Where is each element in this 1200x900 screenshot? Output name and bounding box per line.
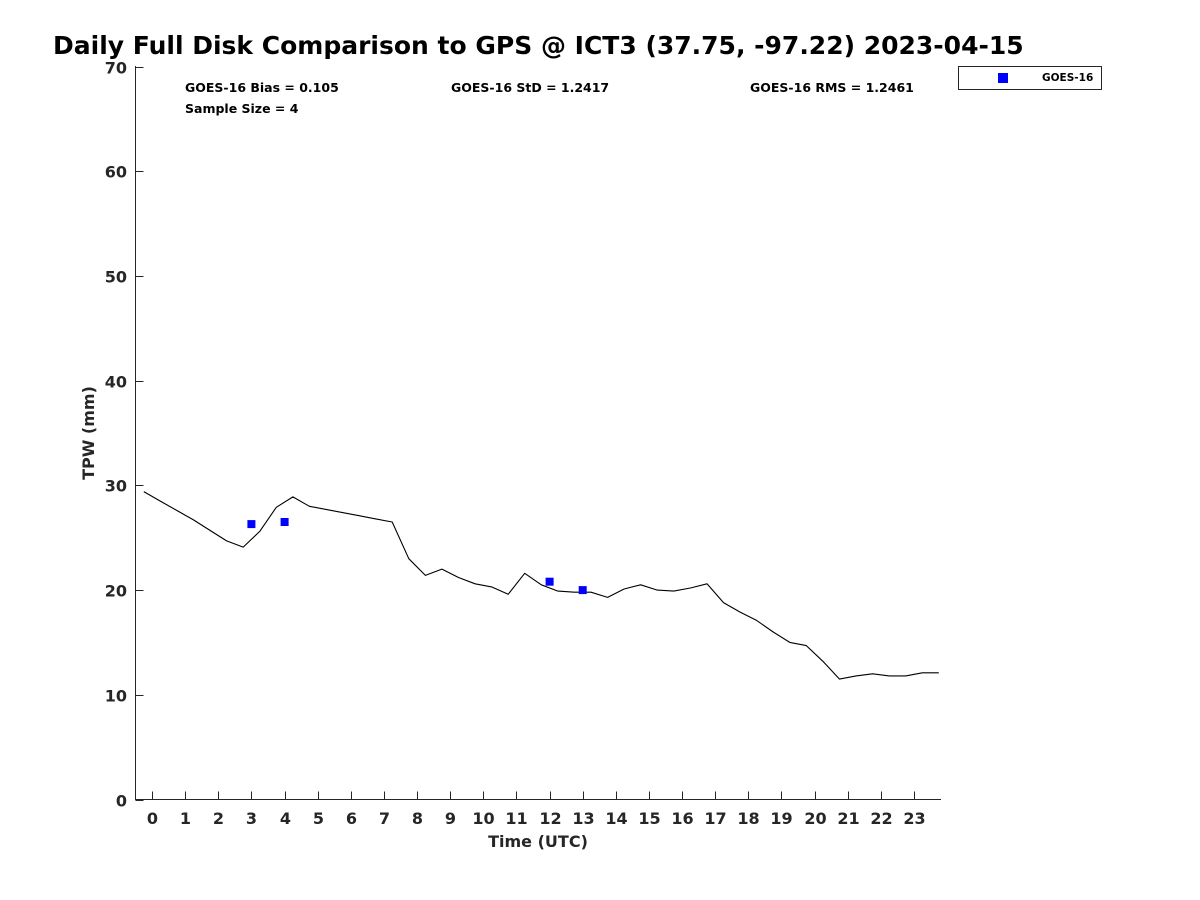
- goes16-point: [545, 577, 554, 586]
- plot-area: [135, 66, 941, 800]
- x-tick-label: 22: [870, 809, 892, 828]
- x-tick-label: 16: [671, 809, 693, 828]
- x-tick-label: 8: [412, 809, 423, 828]
- bias-stat: GOES-16 Bias = 0.105: [185, 80, 339, 95]
- goes16-point: [578, 586, 587, 595]
- chart-title: Daily Full Disk Comparison to GPS @ ICT3…: [53, 31, 1024, 60]
- legend-box: [958, 66, 1102, 90]
- y-tick-label: 70: [105, 59, 127, 78]
- y-tick-label: 30: [105, 477, 127, 496]
- x-tick-label: 21: [837, 809, 859, 828]
- std-stat: GOES-16 StD = 1.2417: [451, 80, 609, 95]
- x-tick-label: 2: [213, 809, 224, 828]
- x-tick-label: 18: [737, 809, 759, 828]
- x-tick-label: 0: [147, 809, 158, 828]
- goes16-point: [247, 520, 256, 529]
- legend-goes16-marker: [998, 73, 1008, 83]
- x-tick-label: 4: [280, 809, 291, 828]
- x-tick-label: 1: [180, 809, 191, 828]
- gps-tpw-line: [143, 491, 939, 680]
- y-tick-label: 60: [105, 163, 127, 182]
- y-tick-label: 20: [105, 582, 127, 601]
- x-tick-label: 10: [472, 809, 494, 828]
- x-tick-label: 11: [505, 809, 527, 828]
- x-axis-label: Time (UTC): [488, 832, 588, 851]
- x-tick-label: 9: [445, 809, 456, 828]
- x-tick-label: 19: [770, 809, 792, 828]
- y-tick-label: 50: [105, 268, 127, 287]
- y-tick-label: 40: [105, 373, 127, 392]
- series-layer: [143, 491, 939, 680]
- x-tick-label: 15: [638, 809, 660, 828]
- rms-stat: GOES-16 RMS = 1.2461: [750, 80, 914, 95]
- y-tick-label: 0: [116, 792, 127, 811]
- x-axis-ticks: 0 1 2 3 4 5 6 7 8 9 10 11 12 13 14 15 16 17 18 19 20 21 22 23: [147, 791, 926, 828]
- x-tick-label: 5: [313, 809, 324, 828]
- x-tick-label: 20: [804, 809, 826, 828]
- x-tick-label: 12: [539, 809, 561, 828]
- x-tick-label: 17: [704, 809, 726, 828]
- legend: GOES-16: [958, 66, 1102, 90]
- x-tick-label: 13: [572, 809, 594, 828]
- y-axis-label: TPW (mm): [79, 386, 98, 480]
- x-tick-label: 6: [346, 809, 357, 828]
- x-tick-label: 7: [379, 809, 390, 828]
- legend-goes16-label: GOES-16: [1042, 72, 1093, 84]
- x-tick-label: 14: [605, 809, 627, 828]
- goes16-point: [280, 518, 289, 526]
- x-tick-label: 23: [903, 809, 925, 828]
- y-tick-label: 10: [105, 687, 127, 706]
- y-axis-ticks: 0 10 20 30 40 50 60 70: [105, 59, 144, 811]
- x-tick-label: 3: [246, 809, 257, 828]
- sample-size-stat: Sample Size = 4: [185, 101, 299, 116]
